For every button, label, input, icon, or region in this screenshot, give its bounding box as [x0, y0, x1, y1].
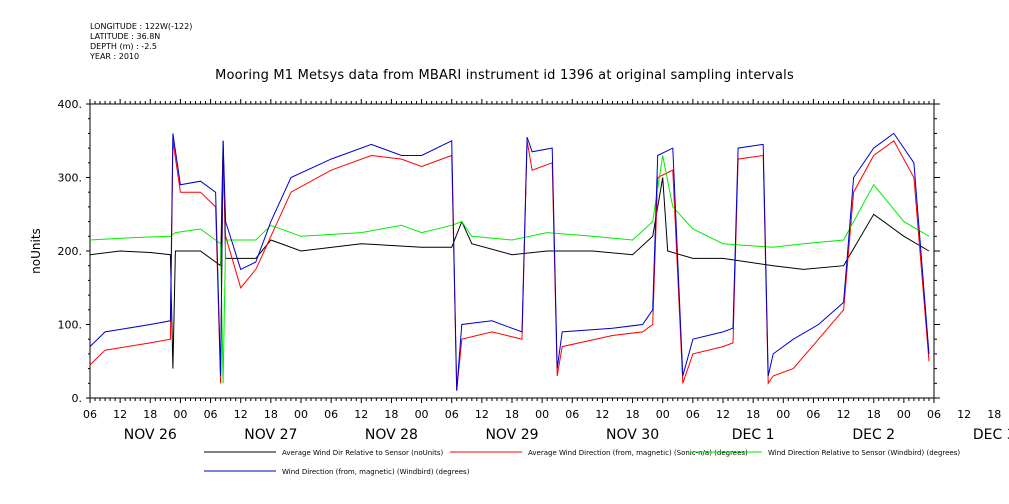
y-axis-label: noUnits — [29, 228, 43, 274]
series-line-3 — [89, 155, 930, 384]
x-tick-label: 18 — [626, 408, 640, 421]
x-day-label: NOV 30 — [606, 427, 659, 443]
x-tick-label: 18 — [746, 408, 760, 421]
chart-title: Mooring M1 Metsys data from MBARI instru… — [215, 68, 794, 83]
metadata-block: LONGITUDE : 122W(-122) LATITUDE : 36.8N … — [90, 22, 192, 62]
x-tick-label: 18 — [987, 408, 1001, 421]
y-tick-label: 100. — [58, 319, 83, 332]
x-tick-label: 00 — [656, 408, 670, 421]
x-tick-label: 06 — [324, 408, 338, 421]
x-tick-label: 00 — [897, 408, 911, 421]
x-tick-label: 06 — [83, 408, 97, 421]
y-tick-label: 0. — [72, 392, 83, 405]
x-tick-label: 00 — [294, 408, 308, 421]
x-tick-label: 12 — [957, 408, 971, 421]
x-tick-label: 12 — [234, 408, 248, 421]
legend-label-1: Average Wind Dir Relative to Sensor (noU… — [282, 449, 443, 457]
x-day-label: DEC 2 — [852, 427, 895, 443]
series-line-2 — [89, 140, 930, 391]
x-tick-label: 00 — [776, 408, 790, 421]
x-tick-label: 18 — [143, 408, 157, 421]
series-line-4 — [89, 132, 930, 391]
meta-latitude: LATITUDE : 36.8N — [90, 32, 161, 41]
meta-depth: DEPTH (m) : -2.5 — [90, 42, 157, 51]
x-tick-label: 12 — [595, 408, 609, 421]
x-tick-label: 06 — [565, 408, 579, 421]
x-day-label: DEC 1 — [732, 427, 775, 443]
x-tick-label: 12 — [113, 408, 127, 421]
x-tick-label: 18 — [867, 408, 881, 421]
x-day-label: DEC 3 — [973, 427, 1009, 443]
x-day-label: NOV 29 — [485, 427, 538, 443]
x-tick-label: 18 — [505, 408, 519, 421]
x-tick-label: 12 — [716, 408, 730, 421]
legend-label-4: Wind Direction (from, magnetic) (Windbir… — [282, 468, 470, 476]
x-tick-label: 00 — [535, 408, 549, 421]
legend-label-2: Average Wind Direction (from, magnetic) … — [528, 449, 748, 457]
x-tick-label: 06 — [686, 408, 700, 421]
x-tick-label: 00 — [415, 408, 429, 421]
x-day-label: NOV 26 — [124, 427, 177, 443]
x-tick-label: 18 — [264, 408, 278, 421]
x-tick-label: 12 — [475, 408, 489, 421]
x-day-label: NOV 27 — [244, 427, 297, 443]
y-tick-label: 400. — [58, 98, 83, 111]
x-day-label: NOV 28 — [365, 427, 418, 443]
x-tick-label: 06 — [204, 408, 218, 421]
x-tick-label: 06 — [927, 408, 941, 421]
y-tick-label: 200. — [58, 245, 83, 258]
y-tick-label: 300. — [58, 172, 83, 185]
legend-label-3: Wind Direction Relative to Sensor (Windb… — [768, 449, 960, 457]
x-tick-label: 00 — [173, 408, 187, 421]
x-tick-label: 12 — [354, 408, 368, 421]
x-tick-label: 12 — [837, 408, 851, 421]
meta-year: YEAR : 2010 — [90, 52, 140, 61]
meta-longitude: LONGITUDE : 122W(-122) — [90, 22, 193, 31]
x-tick-label: 06 — [445, 408, 459, 421]
series-line-1 — [89, 140, 930, 369]
x-tick-label: 06 — [806, 408, 820, 421]
x-tick-label: 18 — [384, 408, 398, 421]
